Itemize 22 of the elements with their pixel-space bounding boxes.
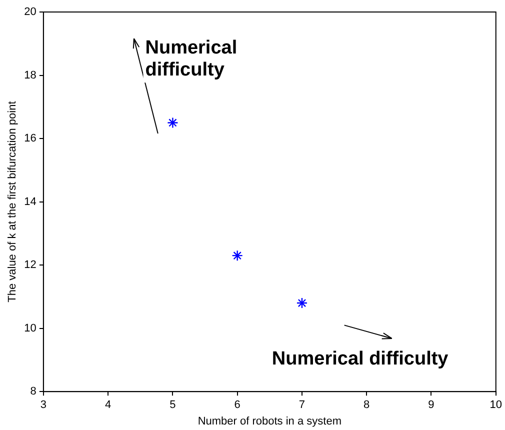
annotation: Numerical difficulty bbox=[272, 348, 449, 370]
point bbox=[167, 117, 178, 128]
y-tick-label: 18 bbox=[24, 69, 36, 82]
y-tick-label: 10 bbox=[24, 322, 36, 334]
x-tick-label: 9 bbox=[428, 399, 434, 412]
x-axis-title: Number of robots in a system bbox=[198, 415, 342, 428]
y-tick-label: 14 bbox=[24, 196, 36, 208]
point bbox=[232, 250, 243, 262]
point bbox=[296, 297, 308, 309]
x-tick-label: 8 bbox=[364, 399, 370, 412]
x-tick-label: 5 bbox=[170, 399, 176, 412]
annotation: Numerical difficulty bbox=[145, 37, 238, 80]
x-tick-label: 10 bbox=[490, 399, 502, 412]
x-tick-label: 6 bbox=[234, 399, 240, 412]
y-tick-label: 12 bbox=[24, 259, 36, 272]
x-tick-label: 7 bbox=[298, 399, 306, 412]
y-axis-title: The value of k at the first bifurcation point bbox=[6, 101, 19, 302]
y-tick-label: 8 bbox=[30, 386, 36, 398]
y-tick-label: 16 bbox=[24, 132, 36, 145]
x-tick-label: 3 bbox=[40, 399, 46, 412]
y-tick-label: 20 bbox=[24, 6, 36, 18]
x-tick-label: 4 bbox=[105, 399, 112, 412]
